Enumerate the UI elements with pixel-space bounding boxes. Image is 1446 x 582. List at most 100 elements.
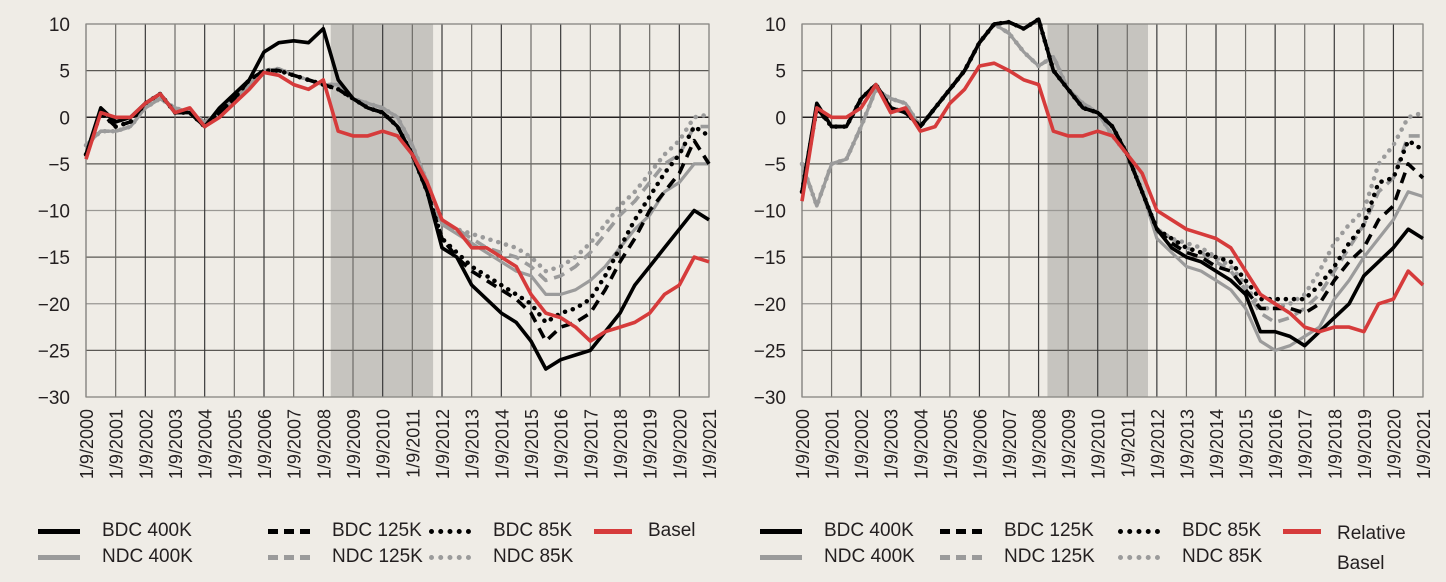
legend-swatch-solid-gray <box>38 554 80 560</box>
y-tick-label: −30 <box>38 388 70 409</box>
legend-item-ndc-125k: NDC 125K <box>268 545 423 569</box>
y-tick-label: 0 <box>775 108 786 129</box>
x-tick-label: 1/9/2011 <box>403 409 423 478</box>
legend-label-line1: Relative <box>1337 523 1406 544</box>
legend-label: NDC 125K <box>1004 546 1095 567</box>
y-tick-label: −30 <box>754 388 786 409</box>
y-tick-label: −10 <box>38 202 70 223</box>
y-tick-label: −25 <box>754 341 786 362</box>
legend-swatch-dot-black <box>429 528 471 534</box>
legend-item-ndc-400k: NDC 400K <box>760 545 915 569</box>
legend-swatch-dash-gray <box>940 554 982 560</box>
series-line-ndc-125k <box>84 67 709 283</box>
x-tick-label: 1/9/2020 <box>670 409 690 479</box>
x-tick-label: 1/9/2017 <box>1296 409 1316 479</box>
series-line-bdc-125k <box>84 68 711 343</box>
legend-label: NDC 85K <box>493 546 574 567</box>
x-tick-label: 1/9/2002 <box>136 409 156 479</box>
legend-label: BDC 125K <box>1004 520 1094 541</box>
y-tick-label: 10 <box>765 15 786 36</box>
y-tick-label: −25 <box>38 341 70 362</box>
y-tick-label: 10 <box>49 15 70 36</box>
x-tick-label: 1/9/2003 <box>882 409 902 479</box>
y-tick-label: −20 <box>38 295 70 316</box>
legend-label: NDC 400K <box>102 546 193 567</box>
y-tick-label: 5 <box>59 62 70 83</box>
legend-label: BDC 85K <box>493 520 573 541</box>
legend-item-bdc-125k: BDC 125K <box>268 519 422 543</box>
left-chart: 10 5 0 −10 −5 −15 −20 −25 −30 1/9/2000 1/9/2001 1/9… <box>38 15 720 479</box>
legend-label: Relative Basel <box>1337 519 1406 579</box>
plot-frame <box>85 23 710 398</box>
legend-label: Basel <box>648 520 696 541</box>
x-tick-label: 1/9/2002 <box>852 409 872 479</box>
legend-item-bdc-400k: BDC 400K <box>760 519 914 543</box>
legend-swatch-solid-gray <box>760 554 802 560</box>
x-tick-label: 1/9/2015 <box>522 409 542 479</box>
legend-label: BDC 400K <box>824 520 914 541</box>
x-tick-label: 1/9/2007 <box>285 409 305 479</box>
x-tick-label: 1/9/2009 <box>1059 409 1079 479</box>
x-tick-label: 1/9/2021 <box>1414 409 1434 479</box>
plot-frame <box>801 23 1424 398</box>
x-tick-label: 1/9/2014 <box>492 409 512 479</box>
x-tick-label: 1/9/2012 <box>433 409 453 479</box>
x-tick-label: 1/9/2021 <box>700 409 720 479</box>
legend-label: BDC 85K <box>1182 520 1262 541</box>
series-line-basel <box>84 70 710 343</box>
legend-swatch-dash-black <box>268 528 310 534</box>
legend-item-bdc-125k: BDC 125K <box>940 519 1094 543</box>
x-tick-label: 1/9/2019 <box>641 409 661 479</box>
legend-label: NDC 85K <box>1182 546 1263 567</box>
legend-item-bdc-400k: BDC 400K <box>38 519 192 543</box>
legend-swatch-dot-gray <box>1118 554 1160 560</box>
x-tick-label: 1/9/2013 <box>463 409 483 479</box>
legend-swatch-dot-gray <box>429 554 471 560</box>
x-tick-label: 1/9/2007 <box>1000 409 1020 479</box>
x-tick-label: 1/9/2013 <box>1177 409 1197 479</box>
x-tick-label: 1/9/2008 <box>1030 409 1050 479</box>
legend-label: NDC 125K <box>332 546 423 567</box>
x-tick-label: 1/9/2005 <box>941 409 961 479</box>
x-tick-label: 1/9/2016 <box>552 409 572 479</box>
legend-swatch-solid-red <box>1283 529 1321 534</box>
x-tick-label: 1/9/2012 <box>1148 409 1168 479</box>
x-tick-label: 1/9/2018 <box>1325 409 1345 479</box>
legend-item-ndc-400k: NDC 400K <box>38 545 193 569</box>
x-tick-label: 1/9/2004 <box>196 409 216 479</box>
legend-label-line2: Basel <box>1337 553 1385 574</box>
legend-swatch-solid-black <box>760 528 802 534</box>
x-tick-label: 1/9/2016 <box>1266 409 1286 479</box>
legend-label: BDC 400K <box>102 520 192 541</box>
legend-item-bdc-85k: BDC 85K <box>429 519 572 543</box>
series-line-relative-basel <box>800 61 1425 334</box>
legend-swatch-solid-black <box>38 528 80 534</box>
right-chart: 10 5 0 −5 −10 −15 −20 −25 −30 1/9/2000 1/9/2001 1/9… <box>754 15 1434 479</box>
legend-label: BDC 125K <box>332 520 422 541</box>
series-line-bdc-85k <box>799 17 1426 302</box>
legend-item-ndc-85k: NDC 85K <box>1118 545 1262 569</box>
x-tick-label: 1/9/2000 <box>793 409 813 479</box>
x-tick-label: 1/9/2000 <box>77 409 97 479</box>
legend-item-ndc-125k: NDC 125K <box>940 545 1095 569</box>
y-tick-label: −10 <box>754 202 786 223</box>
x-tick-label: 1/9/2005 <box>225 409 245 479</box>
x-tick-label: 1/9/2001 <box>823 409 843 479</box>
legend-item-bdc-85k: BDC 85K <box>1118 519 1261 543</box>
legend-swatch-dash-black <box>940 528 982 534</box>
x-tick-label: 1/9/2009 <box>344 409 364 479</box>
legend-item-relative-basel: Relative Basel <box>1283 519 1406 579</box>
x-tick-label: 1/9/2015 <box>1237 409 1257 479</box>
x-tick-label: 1/9/2006 <box>255 409 275 479</box>
x-tick-label: 1/9/2010 <box>1089 409 1109 479</box>
legend-swatch-dot-black <box>1118 528 1160 534</box>
y-tick-label: −20 <box>754 295 786 316</box>
x-tick-label: 1/9/2014 <box>1207 409 1227 479</box>
y-tick-label: −15 <box>38 248 70 269</box>
x-tick-label: 1/9/2001 <box>107 409 127 479</box>
y-tick-label: −5 <box>48 155 70 176</box>
y-tick-label: 0 <box>59 108 70 129</box>
legend-swatch-dash-gray <box>268 554 310 560</box>
y-tick-label: −15 <box>754 248 786 269</box>
